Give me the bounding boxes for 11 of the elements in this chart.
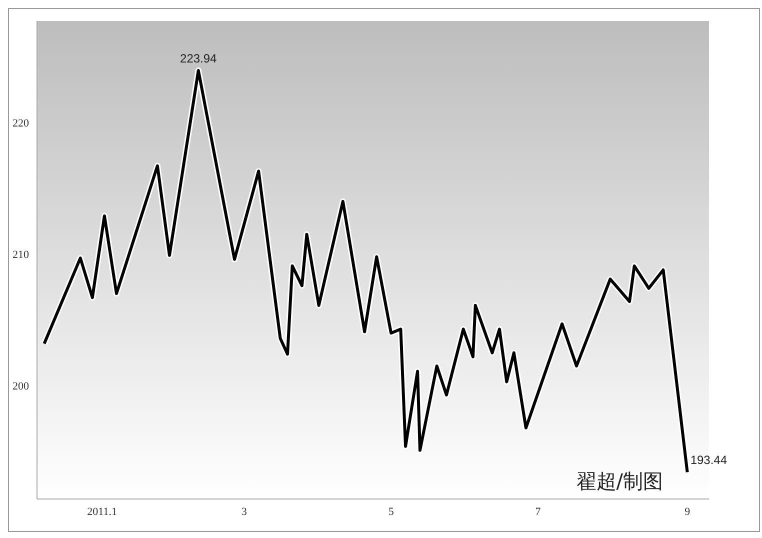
x-tick-label: 3 xyxy=(241,506,248,518)
y-tick-label: 210 xyxy=(12,248,30,261)
data-label: 223.94 xyxy=(180,52,218,66)
data-label: 193.44 xyxy=(690,453,728,468)
x-tick-label: 2011.1 xyxy=(87,506,117,518)
x-tick-label: 9 xyxy=(684,506,691,518)
annotation: 翟超/制图 xyxy=(576,468,663,495)
y-tick-label: 200 xyxy=(12,380,30,393)
y-tick-label: 220 xyxy=(12,117,30,130)
x-tick-label: 7 xyxy=(535,506,542,518)
x-tick-label: 5 xyxy=(388,506,394,518)
